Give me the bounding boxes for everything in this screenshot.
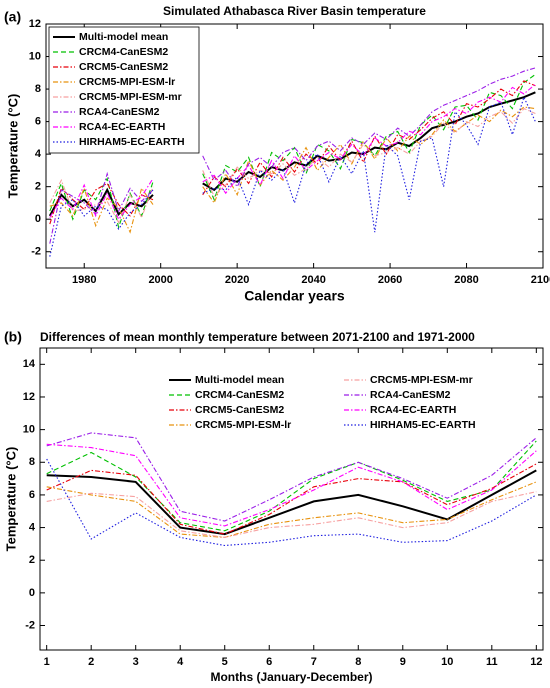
y-tick-label: 4 <box>29 521 36 533</box>
series-line <box>49 107 536 224</box>
legend-box <box>48 26 200 154</box>
y-tick-label: 10 <box>23 424 35 436</box>
y-tick-label: 0 <box>29 587 35 599</box>
x-tick-label: 1 <box>44 656 50 668</box>
x-tick-label: 2080 <box>454 274 478 286</box>
legend-label: CRCM4-CanESM2 <box>195 389 284 401</box>
series-line <box>49 83 536 221</box>
x-tick-label: 1980 <box>72 274 96 286</box>
plot-frame <box>39 347 544 651</box>
x-tick-label: 2100 <box>531 274 550 286</box>
series-line <box>46 481 537 538</box>
legend-label: Multi-model mean <box>79 31 168 43</box>
series-line <box>49 95 536 257</box>
x-tick-label: 11 <box>486 656 498 668</box>
panel-label: (b) <box>4 329 22 345</box>
series-line <box>46 463 537 535</box>
chart-title: Simulated Athabasca River Basin temperat… <box>163 4 426 18</box>
panel-label: (a) <box>4 9 21 25</box>
series-line <box>46 491 537 538</box>
x-axis-label: Calendar years <box>244 288 345 304</box>
x-tick-label: 12 <box>530 656 542 668</box>
x-tick-label: 2020 <box>225 274 249 286</box>
x-tick-label: 2 <box>88 656 94 668</box>
y-axis-label: Temperature (°C) <box>5 94 20 199</box>
x-tick-label: 9 <box>400 656 406 668</box>
y-tick-label: 6 <box>29 489 35 501</box>
series-line <box>46 432 537 522</box>
legend-label: CRCM5-MPI-ESM-lr <box>195 419 291 431</box>
x-tick-label: 5 <box>222 656 228 668</box>
legend-label: RCA4-CanESM2 <box>79 106 160 118</box>
y-tick-label: -2 <box>31 246 41 258</box>
legend-label: CRCM5-CanESM2 <box>195 404 284 416</box>
legend-label: CRCM5-CanESM2 <box>79 61 168 73</box>
y-tick-label: 12 <box>29 18 41 30</box>
legend-label: CRCM5-MPI-ESM-mr <box>79 91 182 103</box>
legend-label: Multi-model mean <box>195 374 284 386</box>
legend-label: RCA4-EC-EARTH <box>79 121 165 133</box>
x-tick-label: 8 <box>355 656 361 668</box>
series-line <box>49 73 536 230</box>
series-line <box>46 469 537 536</box>
x-tick-label: 7 <box>311 656 317 668</box>
y-tick-label: 10 <box>29 50 41 62</box>
y-tick-label: 14 <box>23 358 36 370</box>
x-tick-label: 3 <box>133 656 139 668</box>
x-tick-label: 2040 <box>301 274 325 286</box>
legend-label: HIRHAM5-EC-EARTH <box>79 136 185 148</box>
y-tick-label: 8 <box>29 456 35 468</box>
x-tick-label: 2000 <box>148 274 172 286</box>
legend-label: CRCM5-MPI-ESM-mr <box>370 374 473 386</box>
x-tick-label: 4 <box>177 656 184 668</box>
y-tick-label: 8 <box>35 83 41 95</box>
y-tick-label: 0 <box>35 213 41 225</box>
legend-label: CRCM4-CanESM2 <box>79 46 168 58</box>
y-axis-label: Temperature (°C) <box>3 447 18 552</box>
x-axis-label: Months (January-December) <box>210 670 372 684</box>
y-tick-label: 2 <box>29 554 35 566</box>
legend-label: RCA4-CanESM2 <box>370 389 451 401</box>
x-tick-label: 6 <box>266 656 272 668</box>
series-line <box>49 67 536 244</box>
chart-title: Differences of mean monthly temperature … <box>40 330 475 344</box>
legend-label: RCA4-EC-EARTH <box>370 404 456 416</box>
legend-label: CRCM5-MPI-ESM-lr <box>79 76 175 88</box>
plot-frame <box>45 23 544 269</box>
y-tick-label: 12 <box>23 391 35 403</box>
series-line <box>46 443 537 527</box>
x-tick-label: 2060 <box>378 274 402 286</box>
y-tick-label: -2 <box>25 619 35 631</box>
y-tick-label: 2 <box>35 181 41 193</box>
y-tick-label: 4 <box>35 148 42 160</box>
y-tick-label: 6 <box>35 116 41 128</box>
series-line <box>46 440 537 532</box>
x-tick-label: 10 <box>441 656 453 668</box>
legend-label: HIRHAM5-EC-EARTH <box>370 419 476 431</box>
